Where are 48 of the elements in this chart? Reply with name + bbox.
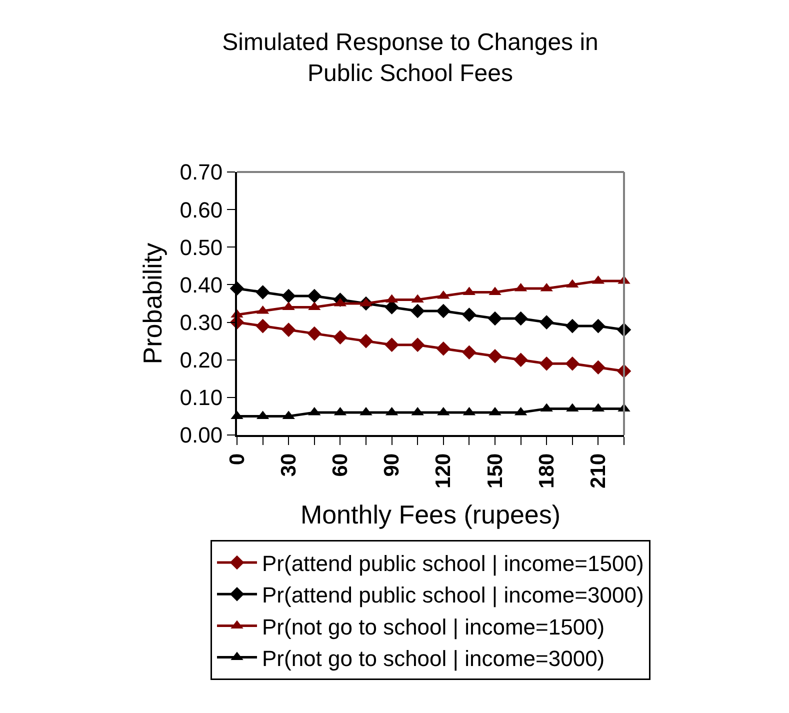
x-tick-label: 150 (484, 453, 507, 488)
point (462, 345, 476, 360)
point (565, 356, 580, 371)
point (514, 352, 528, 368)
point (539, 315, 554, 330)
y-tick-label: 0.10 (180, 385, 223, 410)
point (256, 285, 270, 300)
y-tick-label: 0.30 (180, 310, 223, 335)
point (488, 311, 502, 326)
point (462, 308, 476, 322)
point (488, 348, 502, 364)
x-tick-label: 90 (380, 453, 404, 477)
x-tick-label: 60 (329, 453, 352, 477)
legend-label: Pr(not go to school | income=1500) (262, 614, 605, 640)
point (565, 318, 580, 334)
point (358, 334, 374, 348)
point (384, 338, 399, 352)
y-axis-title: Probability (138, 242, 168, 364)
point (333, 330, 348, 344)
point (539, 356, 554, 371)
x-tick-label: 210 (587, 453, 610, 488)
point (436, 304, 451, 318)
point (591, 360, 606, 375)
y-tick-label: 0.00 (180, 422, 223, 448)
x-tick-label: 0 (226, 453, 249, 466)
point (410, 338, 425, 352)
chart-title: Simulated Response to Changes in Public School Fees (222, 28, 598, 88)
y-tick-label: 0.40 (180, 272, 223, 298)
x-tick-label: 180 (535, 453, 558, 488)
legend-label: Pr(attend public school | income=1500) (262, 551, 644, 576)
point (281, 288, 296, 304)
legend-label: Pr(not go to school | income=3000) (262, 646, 605, 671)
point (307, 288, 322, 304)
point (281, 322, 296, 337)
legend-label: Pr(attend public school | income=3000) (262, 582, 644, 608)
point (256, 318, 270, 334)
x-tick-label: 120 (432, 453, 456, 488)
y-tick-label: 0.20 (180, 348, 223, 373)
y-tick-label: 0.60 (180, 197, 223, 222)
x-axis-title: Monthly Fees (rupees) (300, 500, 561, 530)
x-tick-label: 30 (277, 453, 300, 477)
point (307, 326, 322, 341)
point (591, 318, 606, 334)
point (514, 311, 528, 326)
point (410, 304, 425, 318)
point (436, 341, 451, 356)
y-tick-label: 0.50 (180, 234, 223, 260)
y-tick-label: 0.70 (180, 160, 223, 185)
